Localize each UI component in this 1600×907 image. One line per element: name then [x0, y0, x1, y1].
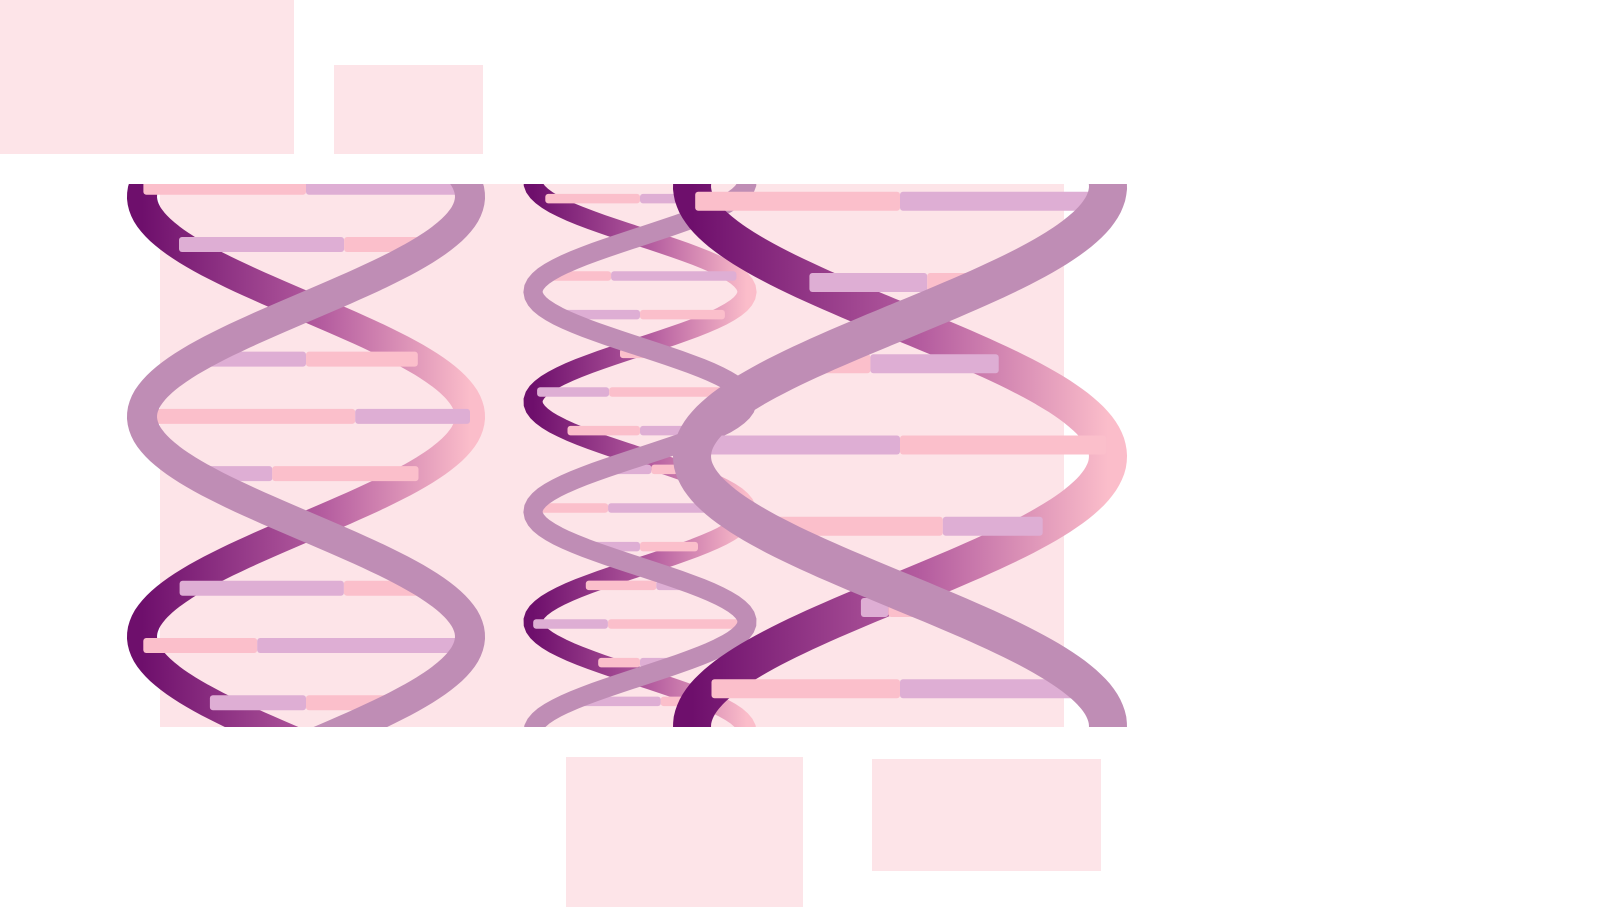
dna-helix-middle-base-pair-a — [537, 387, 610, 397]
dna-helix-right-base-pair-b — [900, 191, 1105, 211]
decor-panel-top-left — [0, 0, 294, 154]
dna-helix-right-base-pair-a — [695, 191, 900, 211]
dna-helix-middle-base-pair-b — [611, 271, 737, 281]
dna-helix-middle-base-pair-b — [608, 619, 747, 629]
dna-helix-left-back-strand — [126, 184, 486, 727]
dna-helix-right-base-pair-a — [809, 273, 928, 292]
dna-helix-middle-base-pair-a — [567, 425, 640, 436]
dna-helix-middle-base-pair-a — [545, 193, 640, 204]
dna-helix-right-base-pair-b — [900, 435, 1107, 455]
dna-helix-middle-base-pair-a — [598, 657, 640, 668]
decor-panel-bottom-left — [566, 757, 803, 907]
dna-helix-middle-base-pair-a — [533, 619, 608, 629]
dna-helix-right-front-strand — [672, 184, 1128, 727]
dna-helix-right-base-pair-b — [900, 679, 1089, 699]
dna-helix-left-base-pair-a — [179, 580, 344, 596]
dna-helix-left-base-pair-a — [142, 408, 356, 424]
dna-helix-middle-base-pair-a — [533, 503, 609, 513]
dna-helix-left-base-pair-a — [209, 695, 306, 711]
dna-helix-right — [672, 184, 1128, 727]
dna-helix-left-base-pair-b — [306, 351, 418, 367]
dna-helix-middle-base-pair-b — [651, 464, 678, 475]
dna-helix-left-base-pair-a — [179, 237, 345, 252]
dna-helix-middle-base-pair-a — [585, 580, 657, 591]
dna-helix-left-base-pair-b — [257, 638, 469, 653]
dna-helix-left-base-pair-b — [272, 466, 419, 482]
decor-panel-bottom-right — [872, 759, 1101, 871]
dna-helix-middle-base-pair-b — [609, 387, 743, 397]
dna-helix-right-base-pair-b — [870, 354, 999, 374]
dna-helix-left-front-strand — [126, 184, 486, 727]
dna-helix-left — [126, 184, 486, 727]
dna-helix-left-base-pair-b — [306, 184, 469, 195]
dna-helix-right-base-pair-a — [693, 435, 900, 455]
dna-helix-right-base-pair-b — [942, 516, 1043, 536]
dna-helix-middle-front-strand — [523, 184, 757, 727]
dna-helix-middle-back-strand — [523, 184, 757, 727]
decor-panel-top-small — [334, 65, 483, 154]
dna-helix-left-base-pair-b — [355, 408, 470, 424]
dna-helix-middle-base-pair-b — [640, 309, 725, 320]
dna-helix-right-base-pair-a — [711, 679, 900, 699]
dna-helix-left-base-pair-a — [143, 184, 306, 195]
dna-helix-middle-base-pair-b — [640, 541, 698, 552]
dna-helix-left-base-pair-a — [143, 638, 258, 653]
